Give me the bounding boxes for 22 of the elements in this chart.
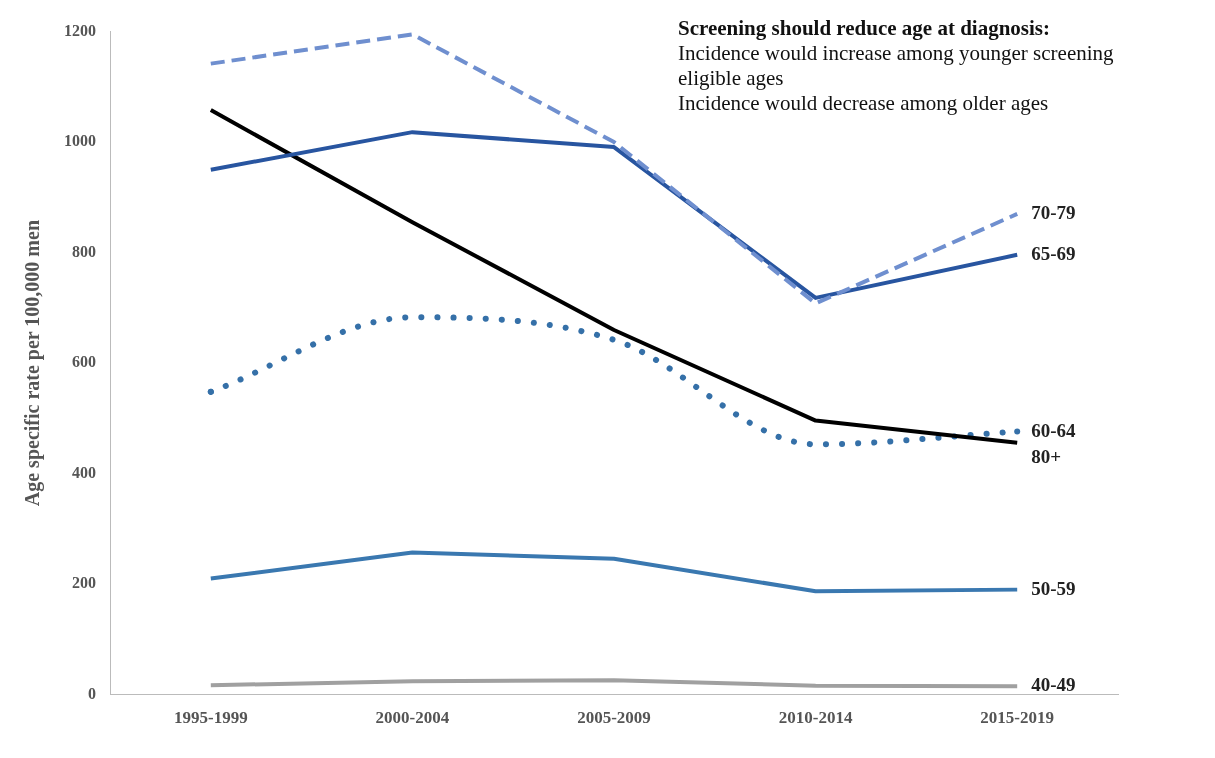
x-tick-label: 2015-2019 xyxy=(980,708,1055,728)
annotation: Screening should reduce age at diagnosis: xyxy=(678,16,1051,41)
y-tick-label: 1200 xyxy=(64,21,96,39)
series-label: 50-59 xyxy=(1031,577,1076,599)
y-tick-label: 400 xyxy=(72,463,96,481)
annotation: Incidence would decrease among older ages xyxy=(678,91,1050,116)
annotation: Incidence would increase among younger screening eligible ages xyxy=(678,41,1115,91)
y-tick-label: 800 xyxy=(72,242,96,260)
y-tick-label: 600 xyxy=(72,353,96,371)
series-label: 40-49 xyxy=(1031,674,1076,696)
series-label: 60-64 xyxy=(1031,419,1077,441)
x-tick-label: 2005-2009 xyxy=(577,708,651,728)
y-axis-title: Age specific rate per 100,000 men xyxy=(21,219,45,507)
y-tick-label: 200 xyxy=(72,574,96,592)
x-tick-label: 2000-2004 xyxy=(375,708,450,728)
series-label: 70-79 xyxy=(1031,201,1076,223)
series-label: 80+ xyxy=(1031,445,1062,467)
x-tick-label: 1995-1999 xyxy=(173,708,248,728)
y-tick-label: 1000 xyxy=(64,132,96,150)
y-tick-label: 0 xyxy=(88,684,96,702)
series-label: 65-69 xyxy=(1031,242,1076,264)
x-tick-label: 2010-2014 xyxy=(778,708,853,728)
